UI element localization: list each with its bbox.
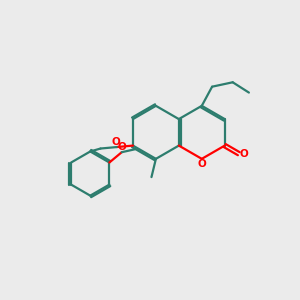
Text: O: O xyxy=(240,149,248,159)
Text: O: O xyxy=(112,137,120,147)
Text: O: O xyxy=(117,142,126,152)
Text: O: O xyxy=(197,159,206,169)
